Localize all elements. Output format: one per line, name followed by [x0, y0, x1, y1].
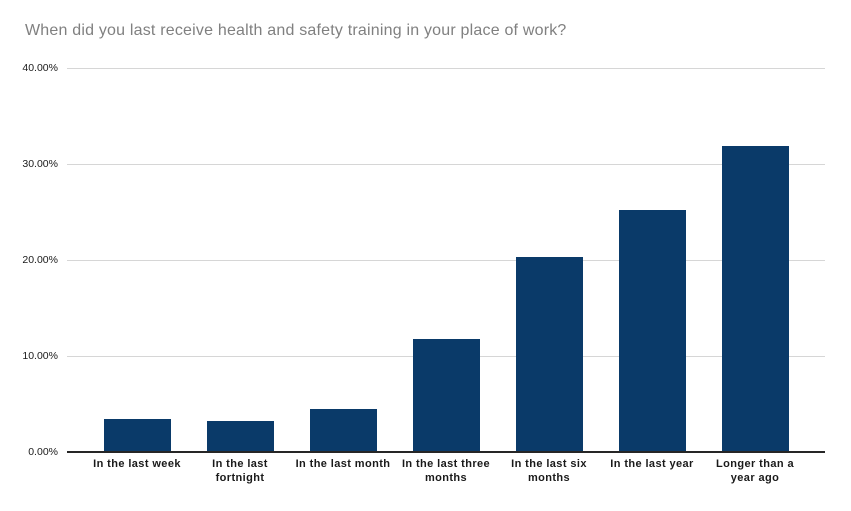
- bar-7: [721, 145, 789, 451]
- gridline-40: [67, 68, 825, 69]
- bar-6: [618, 210, 686, 451]
- x-axis-line: [67, 451, 825, 453]
- x-tick-label: In the last fortnight: [212, 458, 268, 484]
- bar-3: [309, 408, 377, 451]
- x-tick-label: In the last week: [93, 458, 181, 470]
- x-tick-label: Longer than a year ago: [716, 458, 794, 484]
- x-tick-label: In the last month: [295, 458, 391, 470]
- bar-5: [515, 257, 583, 451]
- bar-2: [206, 421, 274, 451]
- bar-4: [412, 338, 480, 451]
- gridline-30: [67, 164, 825, 165]
- y-tick-label: 0.00%: [28, 446, 58, 458]
- x-tick-label: In the last six months: [511, 458, 587, 484]
- y-tick-label: 40.00%: [22, 62, 58, 74]
- x-tick-label: In the last year: [610, 458, 694, 470]
- gridline-20: [67, 260, 825, 261]
- plot-area: [67, 68, 825, 453]
- y-tick-label: 30.00%: [22, 158, 58, 170]
- x-tick-label: In the last three months: [401, 458, 491, 484]
- chart-title: When did you last receive health and saf…: [25, 22, 567, 39]
- y-tick-label: 10.00%: [22, 350, 58, 362]
- y-tick-label: 20.00%: [22, 254, 58, 266]
- bar-1: [103, 419, 171, 451]
